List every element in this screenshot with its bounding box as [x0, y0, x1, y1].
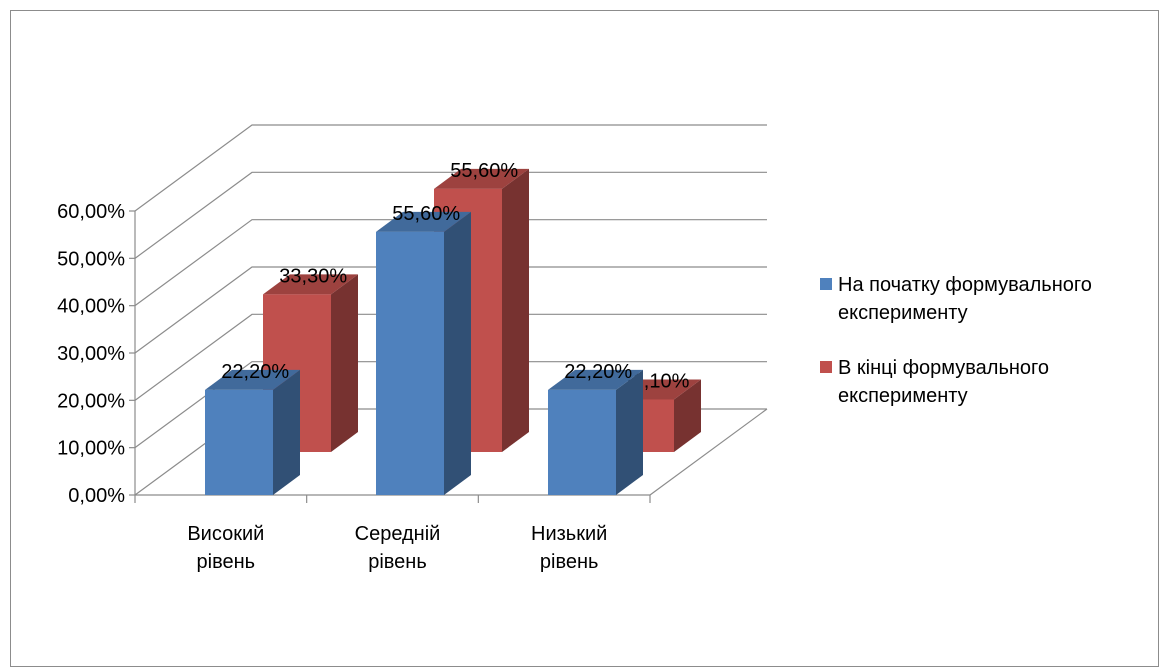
bar-side: [273, 369, 300, 495]
gridline: [134, 313, 767, 401]
bar-top: [205, 369, 300, 390]
bar-side: [444, 211, 471, 495]
gridline: [134, 266, 767, 354]
floor-edge-right: [649, 408, 768, 496]
gridline: [134, 124, 767, 212]
data-label: 55,60%: [392, 203, 460, 225]
bar-side: [674, 379, 701, 452]
data-label: 33,30%: [279, 265, 347, 287]
data-label: 22,20%: [564, 361, 632, 383]
legend-swatch: [820, 361, 832, 373]
bar-top: [263, 274, 358, 295]
y-tick-label: 30,00%: [57, 343, 125, 365]
bar-side: [616, 369, 643, 495]
gridline: [134, 171, 767, 259]
y-tick-label: 20,00%: [57, 390, 125, 412]
bar-side: [502, 168, 529, 452]
category-label: Середній: [355, 523, 441, 545]
legend-label: експерименту: [838, 385, 968, 407]
category-label: рівень: [540, 551, 599, 573]
category-label: рівень: [368, 551, 427, 573]
bar-top: [434, 168, 529, 189]
legend-swatch: [820, 278, 832, 290]
category-label: Низький: [531, 523, 607, 545]
gridline: [134, 361, 767, 449]
y-tick-label: 40,00%: [57, 296, 125, 318]
y-tick-label: 60,00%: [57, 201, 125, 223]
bar: [548, 389, 616, 495]
chart-frame: [10, 10, 1159, 667]
y-tick-label: 50,00%: [57, 248, 125, 270]
gridline: [134, 219, 767, 307]
y-tick-label: 10,00%: [57, 438, 125, 460]
legend-label: експерименту: [838, 302, 968, 324]
category-label: Високий: [187, 523, 264, 545]
data-label: 55,60%: [450, 160, 518, 182]
bar-top: [548, 369, 643, 390]
bar-top: [376, 211, 471, 232]
bar-side: [331, 274, 358, 452]
legend-label: На початку формувального: [838, 274, 1092, 296]
legend-label: В кінці формувального: [838, 357, 1049, 379]
data-label: 22,20%: [221, 361, 289, 383]
category-label: рівень: [197, 551, 256, 573]
y-tick-label: 0,00%: [68, 485, 125, 507]
bar: [376, 231, 444, 495]
bar: [205, 389, 273, 495]
